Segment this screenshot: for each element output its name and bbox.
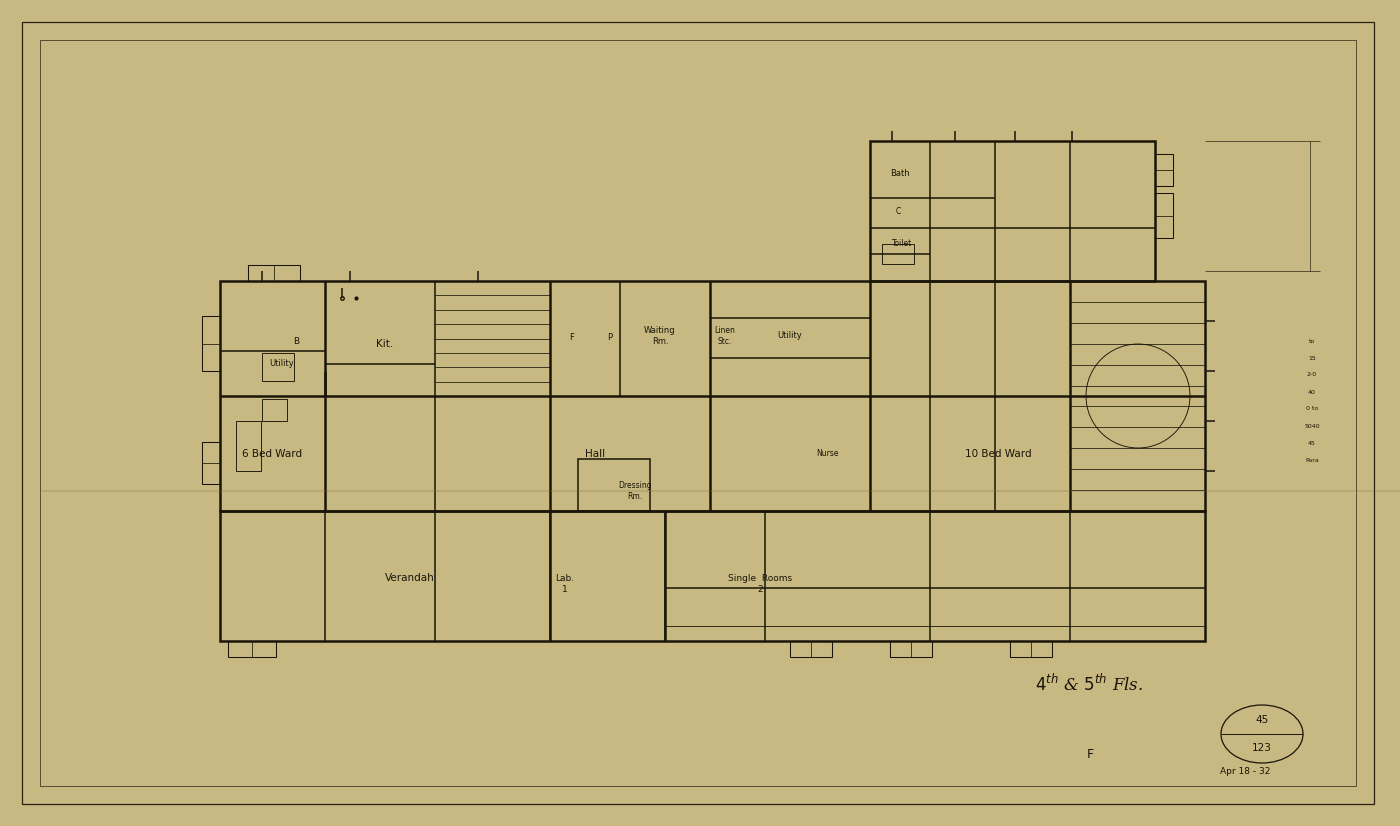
Text: 10 Bed Ward: 10 Bed Ward [965,449,1032,459]
Bar [262,353,294,381]
Text: 6 Bed Ward: 6 Bed Ward [242,449,302,459]
Bar [790,641,832,657]
Text: 5040: 5040 [1305,424,1320,429]
Bar [237,421,260,471]
Bar [202,442,220,484]
Text: 40: 40 [1308,390,1316,395]
Bar [202,316,220,371]
Bar [262,399,287,421]
Text: Hall: Hall [585,449,605,459]
Text: 0 to: 0 to [1306,406,1319,411]
Text: Single  Rooms
2: Single Rooms 2 [728,574,792,594]
Text: F: F [570,334,574,343]
Text: Waiting
Rm.: Waiting Rm. [644,326,676,346]
Text: Bath: Bath [890,169,910,178]
Text: 45: 45 [1308,440,1316,445]
Text: Nurse: Nurse [816,449,839,458]
Text: Para: Para [1305,458,1319,463]
Text: Lab.
1: Lab. 1 [556,574,574,594]
Text: Toilet: Toilet [892,240,913,249]
Text: P: P [608,334,613,343]
Text: to: to [1309,339,1315,344]
Text: Utility: Utility [777,331,802,340]
Text: Utility: Utility [270,359,294,368]
Bar [1155,154,1173,186]
Bar [1009,641,1051,657]
Bar [578,459,650,511]
Text: 45: 45 [1256,715,1268,725]
Text: Dressing
Rm.: Dressing Rm. [619,482,652,501]
Text: 123: 123 [1252,743,1273,753]
Text: $4^{th}$ & $5^{th}$ Fls.: $4^{th}$ & $5^{th}$ Fls. [1035,673,1144,695]
Bar [1155,193,1173,238]
Bar [890,641,932,657]
Text: Apr 18 - 32: Apr 18 - 32 [1219,767,1270,776]
Bar [248,265,300,281]
Bar [220,511,1205,641]
Text: Linen
Stc.: Linen Stc. [714,326,735,346]
Bar [882,244,914,264]
Text: F: F [1086,748,1093,761]
Text: B: B [293,336,300,345]
Text: 2-0: 2-0 [1308,373,1317,377]
Text: 15: 15 [1308,355,1316,360]
Bar [869,141,1155,281]
Text: Kit.: Kit. [377,339,393,349]
Text: C: C [896,206,900,216]
Bar [220,281,1205,511]
Bar [228,641,276,657]
Text: Verandah: Verandah [385,573,435,583]
